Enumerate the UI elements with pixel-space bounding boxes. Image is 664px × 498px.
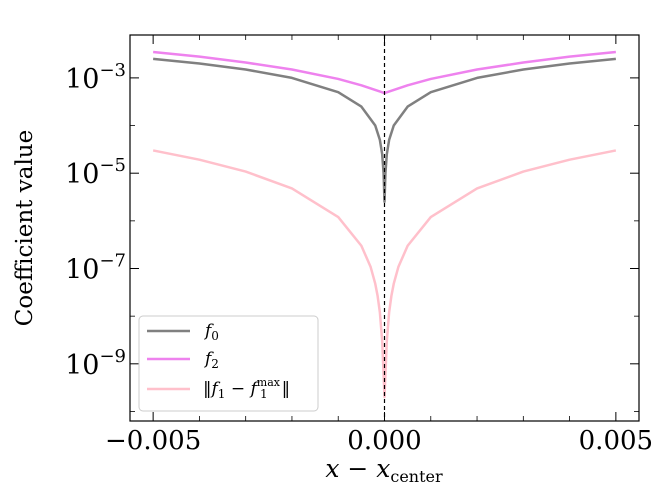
tick-labels: −0.005 0.000 0.005 10−3 10−5 10−7 10−9 [65, 60, 653, 456]
legend-label-f2: f2 [203, 349, 219, 371]
legend: f0 f2 ‖f1 − fmax 1 ‖ [138, 315, 319, 412]
y-tick-label-0: 10−3 [65, 60, 126, 95]
y-axis-label: Coefficient value [12, 130, 38, 326]
y-tick-label-1: 10−5 [65, 155, 126, 190]
y-tick-label-2: 10−7 [65, 251, 126, 286]
x-axis-label: x − xcenter [325, 454, 443, 486]
legend-box [138, 315, 319, 412]
legend-label-diff: ‖f1 − fmax 1 ‖ [203, 376, 290, 401]
legend-label-f0: f0 [203, 321, 219, 343]
series-line-f0 [153, 57, 616, 204]
x-tick-label-2: 0.005 [579, 426, 653, 456]
y-tick-label-3: 10−9 [65, 346, 126, 381]
x-tick-label-1: 0.000 [347, 426, 421, 456]
ticks [130, 35, 639, 421]
x-tick-label-0: −0.005 [105, 426, 201, 456]
series-line-diff [152, 149, 617, 399]
